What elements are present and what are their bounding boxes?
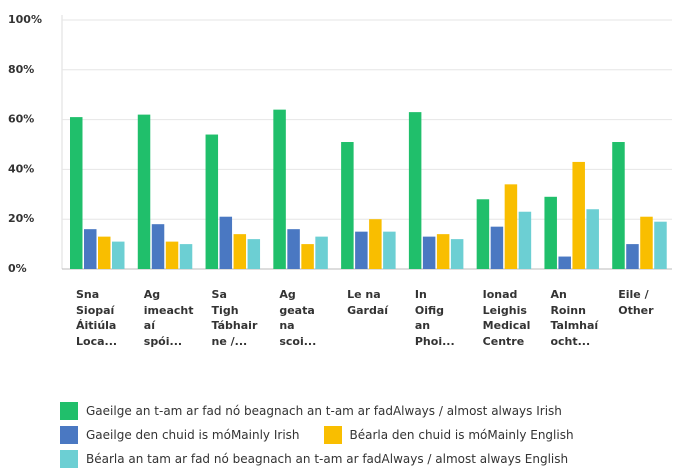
legend-swatch [60,450,78,468]
bar [612,142,625,269]
legend-item: Béarla den chuid is móMainly English [323,426,574,444]
x-tick-label: Ag geata na scoi... [279,288,317,348]
y-tick-label: 20% [8,212,34,225]
bar [273,109,286,269]
bar [476,199,490,269]
bar [165,241,179,269]
legend-label: Gaeilge den chuid is móMainly Irish [86,428,300,442]
x-tick-label: Eile / Other [618,288,654,317]
x-tick-label: In Oifig an Phoi... [414,288,455,348]
bar [355,231,368,269]
legend-label: Béarla den chuid is móMainly English [349,428,574,442]
x-tick-label: Sna Siopaí Áitiúla Loca... [76,288,118,348]
bar [490,226,504,269]
x-tick-label: An Roinn Talmhaí ocht... [550,288,599,348]
legend-item: Gaeilge den chuid is móMainly Irish [60,426,300,444]
bar [233,234,247,269]
x-tick-label: Le na Gardaí [347,288,389,317]
bar [315,236,328,269]
bar [450,239,464,269]
bar [369,219,382,269]
y-tick-label: 80% [8,63,34,76]
bar [586,209,599,269]
bar [518,211,532,269]
bar [219,216,233,269]
bar [504,184,518,269]
bar [112,241,125,269]
legend-swatch [323,426,342,444]
bar [422,236,436,269]
bar [626,244,639,269]
legend-swatch [60,402,78,420]
x-tick-label: Sa Tigh Tábhair ne /... [211,288,258,348]
bar [98,236,111,269]
bar [341,142,354,269]
y-tick-label: 0% [8,262,27,275]
bar [84,229,97,269]
bar [436,234,450,269]
bar [572,161,585,269]
bar [247,239,261,269]
bar [654,221,667,269]
bar [70,117,83,269]
bar [179,244,193,269]
y-tick-label: 100% [8,13,42,26]
bar [151,224,165,269]
legend: Gaeilge an t-am ar fad nó beagnach an t-… [60,402,680,468]
y-tick-label: 40% [8,162,34,175]
x-tick-label: Ag imeacht aí spói... [143,288,194,348]
legend-swatch [60,426,78,444]
bar [558,256,571,269]
legend-item: Gaeilge an t-am ar fad nó beagnach an t-… [60,402,562,420]
legend-label: Gaeilge an t-am ar fad nó beagnach an t-… [86,404,562,418]
bar [408,112,422,269]
x-tick-label: Ionad Leighis Medical Centre [482,288,531,348]
y-tick-label: 60% [8,113,34,126]
bar [544,196,557,269]
bar [137,114,151,270]
bar [287,229,300,269]
legend-item: Béarla an tam ar fad nó beagnach an t-am… [60,450,568,468]
legend-label: Béarla an tam ar fad nó beagnach an t-am… [86,452,569,466]
bar [205,134,219,269]
bar [383,231,396,269]
bar [640,216,653,269]
bar [301,244,314,269]
